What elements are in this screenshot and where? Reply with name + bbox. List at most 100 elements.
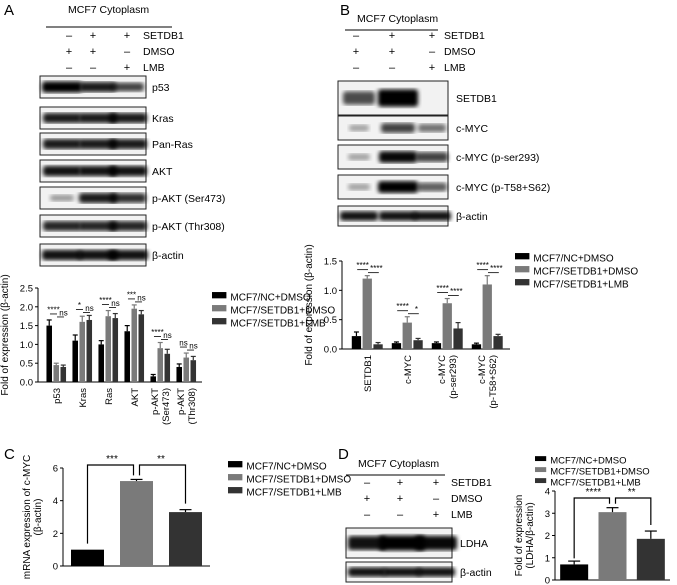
blot-band: [110, 193, 146, 203]
x-tick-label: Kras: [78, 388, 89, 408]
y-tick-label: 0: [545, 576, 550, 585]
significance-label: ****: [151, 328, 163, 337]
bar: [112, 318, 119, 382]
bar: [46, 325, 52, 382]
condition-label: DMSO: [143, 46, 175, 58]
blot-band: [78, 249, 118, 261]
significance-label: ****: [370, 264, 382, 273]
bar: [164, 353, 171, 382]
legend-swatch: [535, 478, 547, 484]
legend-swatch: [228, 487, 243, 494]
bar: [169, 512, 202, 566]
blot-band: [79, 221, 117, 231]
y-tick-label: 1.5: [20, 321, 33, 332]
condition-mark: –: [66, 62, 73, 74]
legend-c: MCF7/NC+DMSO MCF7/SETDB1+DMSO MCF7/SETDB1+…: [228, 461, 351, 499]
significance-label: ****: [99, 296, 111, 305]
bar: [138, 314, 145, 382]
bar: [105, 316, 112, 382]
bar: [402, 322, 412, 349]
significance-bracket: [573, 497, 611, 559]
x-tick-label: p53: [52, 388, 63, 404]
panel-letter-d: D: [338, 446, 349, 463]
significance-label: ****: [47, 305, 59, 314]
bar: [482, 284, 492, 349]
condition-mark: –: [389, 62, 396, 74]
condition-mark: +: [389, 46, 395, 58]
blot-band: [80, 82, 116, 92]
blot-label: Pan-Ras: [152, 139, 193, 151]
panel-letter-c: C: [4, 446, 15, 463]
y-tick-label: 2.0: [20, 302, 33, 313]
legend-swatch: [515, 279, 530, 286]
bar: [431, 343, 442, 349]
legend-swatch: [535, 456, 547, 462]
condition-mark: +: [389, 30, 395, 42]
blot-label: AKT: [152, 166, 173, 178]
blot-band: [415, 535, 457, 551]
bar: [176, 366, 182, 382]
blot-band: [343, 91, 375, 105]
legend-label: MCF7/SETDB1+DMSO: [550, 467, 650, 478]
legend-label: MCF7/SETDB1+LMB: [533, 280, 629, 291]
condition-table-a: – + + SETDB1+ + – DMSO– – + LMB: [66, 30, 184, 74]
y-tick-label: 1.5: [324, 257, 337, 268]
significance-label: *: [78, 301, 81, 310]
bar: [150, 376, 156, 382]
blot-band: [43, 139, 81, 149]
condition-mark: –: [364, 477, 371, 489]
blot-band: [79, 165, 117, 177]
legend-swatch: [515, 266, 530, 273]
bar: [98, 344, 104, 382]
bar: [391, 343, 402, 349]
significance-label: ns: [59, 308, 67, 317]
bar: [560, 564, 589, 580]
blot-band: [42, 81, 82, 93]
blot-band: [108, 249, 148, 261]
bar: [79, 321, 86, 382]
chart-a: 0.0 0.5 1.0 1.5 2.0 2.5 Fold of expression (β-…: [0, 274, 202, 425]
significance-bracket: [138, 464, 187, 504]
blot-band: [379, 211, 417, 221]
blot-label: SETDB1: [456, 93, 497, 105]
y-tick-label: 0: [53, 562, 58, 573]
significance-label: ****: [476, 261, 488, 270]
y-tick-label: 4: [545, 487, 550, 498]
legend-swatch: [212, 318, 227, 325]
bar: [636, 538, 665, 580]
significance-label: ns: [163, 331, 171, 340]
condition-mark: –: [397, 509, 404, 521]
condition-label: LMB: [451, 509, 473, 521]
significance-label: ****: [490, 264, 502, 273]
blot-band: [417, 182, 447, 192]
bar: [351, 336, 362, 349]
x-tick-label: (p-ser293): [448, 355, 459, 399]
significance-label: ***: [106, 454, 118, 465]
x-tick-label: c-MYC: [403, 355, 414, 384]
bar: [493, 336, 503, 349]
bar: [183, 357, 190, 382]
y-tick-label: 1.0: [20, 340, 33, 351]
x-tick-label: (Thr308): [187, 388, 198, 424]
condition-label: DMSO: [444, 46, 476, 58]
blot-band: [379, 535, 425, 551]
bar: [598, 512, 627, 580]
legend-swatch: [228, 474, 243, 481]
blot-label: β-actin: [456, 211, 488, 223]
condition-label: SETDB1: [444, 30, 485, 42]
blot-band: [50, 194, 74, 202]
panel-letter-b: B: [340, 2, 350, 19]
condition-label: SETDB1: [451, 477, 492, 489]
legend-b: MCF7/NC+DMSO MCF7/SETDB1+DMSO MCF7/SETDB1+…: [515, 253, 638, 291]
legend-swatch: [212, 305, 227, 312]
bar: [53, 365, 60, 382]
condition-mark: +: [433, 509, 439, 521]
condition-mark: –: [364, 509, 371, 521]
y-axis-label: (β-actin): [33, 499, 44, 536]
bar: [442, 303, 452, 349]
condition-label: DMSO: [451, 493, 483, 505]
blot-band: [112, 82, 144, 92]
blot-band: [413, 211, 451, 221]
